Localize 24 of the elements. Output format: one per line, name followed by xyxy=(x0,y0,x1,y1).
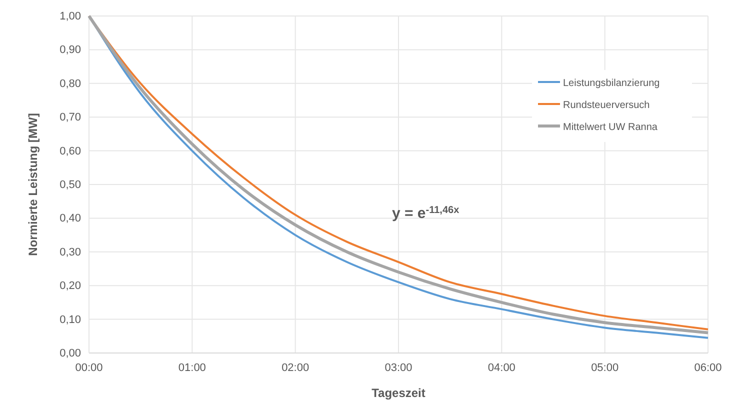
legend-label: Rundsteuerversuch xyxy=(563,100,650,111)
y-tick-label: 0,20 xyxy=(60,280,81,292)
y-tick-label: 0,30 xyxy=(60,246,81,258)
x-tick-label: 01:00 xyxy=(178,362,206,374)
y-tick-label: 0,80 xyxy=(60,78,81,90)
y-tick-label: 1,00 xyxy=(60,10,81,23)
annotation: y = e$^{-11,46x}$ xyxy=(392,204,460,222)
y-tick-label: 0,40 xyxy=(60,212,81,225)
legend-label: Leistungsbilanzierung xyxy=(563,78,660,89)
y-tick-label: 0,00 xyxy=(60,348,81,360)
y-tick-label: 0,10 xyxy=(60,314,81,326)
x-tick-label: 00:00 xyxy=(75,362,103,374)
y-tick-label: 0,70 xyxy=(60,112,81,124)
x-tick-label: 02:00 xyxy=(282,362,310,374)
x-tick-label: 03:00 xyxy=(384,362,412,374)
x-tick-label: 06:00 xyxy=(694,362,722,374)
x-axis-title: Tageszeit xyxy=(372,386,426,400)
x-tick-label: 05:00 xyxy=(591,362,619,374)
x-tick-label: 04:00 xyxy=(488,362,516,374)
y-tick-label: 0,90 xyxy=(60,44,81,56)
y-tick-label: 0,60 xyxy=(60,145,81,158)
y-axis-title: Normierte Leistung [MW] xyxy=(26,113,40,256)
legend-label: Mittelwert UW Ranna xyxy=(563,122,658,133)
y-tick-label: 0,50 xyxy=(60,179,81,192)
